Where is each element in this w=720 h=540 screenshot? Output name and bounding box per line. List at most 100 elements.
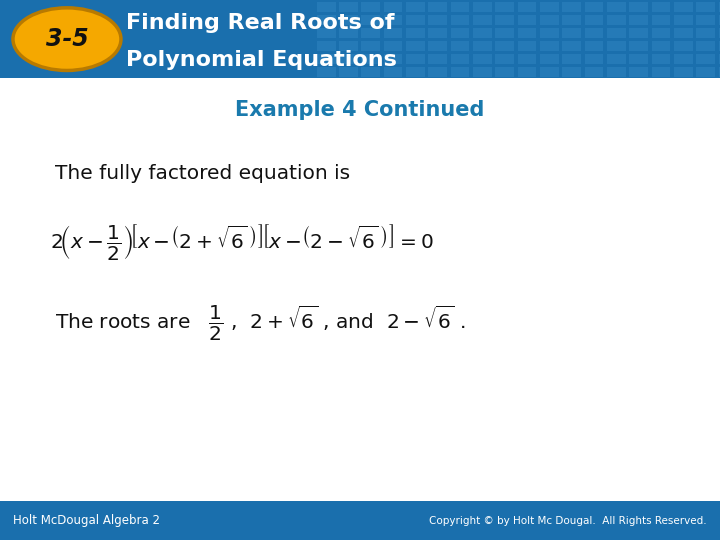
FancyBboxPatch shape <box>317 40 336 51</box>
FancyBboxPatch shape <box>518 40 536 51</box>
FancyBboxPatch shape <box>361 28 380 38</box>
Text: The roots are   $\dfrac{1}{2}$ ,  $2 + \sqrt{6}$ , and  $2 - \sqrt{6}$ .: The roots are $\dfrac{1}{2}$ , $2 + \sqr… <box>55 303 466 343</box>
FancyBboxPatch shape <box>562 28 581 38</box>
FancyBboxPatch shape <box>674 53 693 64</box>
FancyBboxPatch shape <box>339 40 358 51</box>
FancyBboxPatch shape <box>361 2 380 12</box>
FancyBboxPatch shape <box>0 0 720 78</box>
FancyBboxPatch shape <box>495 40 514 51</box>
FancyBboxPatch shape <box>495 15 514 25</box>
FancyBboxPatch shape <box>518 53 536 64</box>
FancyBboxPatch shape <box>473 2 492 12</box>
FancyBboxPatch shape <box>451 2 469 12</box>
FancyBboxPatch shape <box>473 15 492 25</box>
FancyBboxPatch shape <box>384 28 402 38</box>
FancyBboxPatch shape <box>317 66 336 77</box>
FancyBboxPatch shape <box>451 40 469 51</box>
Text: 3-5: 3-5 <box>45 27 89 51</box>
FancyBboxPatch shape <box>607 66 626 77</box>
FancyBboxPatch shape <box>607 53 626 64</box>
FancyBboxPatch shape <box>629 66 648 77</box>
FancyBboxPatch shape <box>451 28 469 38</box>
Text: Polynomial Equations: Polynomial Equations <box>126 50 397 70</box>
Ellipse shape <box>13 8 121 71</box>
FancyBboxPatch shape <box>451 15 469 25</box>
FancyBboxPatch shape <box>629 53 648 64</box>
FancyBboxPatch shape <box>339 28 358 38</box>
FancyBboxPatch shape <box>607 28 626 38</box>
FancyBboxPatch shape <box>317 15 336 25</box>
FancyBboxPatch shape <box>451 53 469 64</box>
FancyBboxPatch shape <box>652 40 670 51</box>
FancyBboxPatch shape <box>518 28 536 38</box>
FancyBboxPatch shape <box>696 28 715 38</box>
FancyBboxPatch shape <box>629 28 648 38</box>
FancyBboxPatch shape <box>674 2 693 12</box>
FancyBboxPatch shape <box>384 66 402 77</box>
FancyBboxPatch shape <box>495 28 514 38</box>
FancyBboxPatch shape <box>540 66 559 77</box>
FancyBboxPatch shape <box>607 40 626 51</box>
FancyBboxPatch shape <box>339 15 358 25</box>
FancyBboxPatch shape <box>406 2 425 12</box>
FancyBboxPatch shape <box>585 53 603 64</box>
FancyBboxPatch shape <box>473 40 492 51</box>
FancyBboxPatch shape <box>495 2 514 12</box>
FancyBboxPatch shape <box>652 66 670 77</box>
FancyBboxPatch shape <box>629 15 648 25</box>
FancyBboxPatch shape <box>518 15 536 25</box>
FancyBboxPatch shape <box>339 66 358 77</box>
FancyBboxPatch shape <box>674 15 693 25</box>
FancyBboxPatch shape <box>384 40 402 51</box>
FancyBboxPatch shape <box>384 15 402 25</box>
FancyBboxPatch shape <box>317 2 336 12</box>
FancyBboxPatch shape <box>451 66 469 77</box>
FancyBboxPatch shape <box>473 28 492 38</box>
FancyBboxPatch shape <box>406 40 425 51</box>
FancyBboxPatch shape <box>384 53 402 64</box>
FancyBboxPatch shape <box>607 15 626 25</box>
FancyBboxPatch shape <box>495 53 514 64</box>
Text: The fully factored equation is: The fully factored equation is <box>55 164 350 183</box>
FancyBboxPatch shape <box>339 53 358 64</box>
FancyBboxPatch shape <box>518 66 536 77</box>
FancyBboxPatch shape <box>652 2 670 12</box>
FancyBboxPatch shape <box>696 66 715 77</box>
FancyBboxPatch shape <box>406 66 425 77</box>
FancyBboxPatch shape <box>696 40 715 51</box>
FancyBboxPatch shape <box>428 53 447 64</box>
FancyBboxPatch shape <box>428 66 447 77</box>
FancyBboxPatch shape <box>361 40 380 51</box>
FancyBboxPatch shape <box>428 15 447 25</box>
FancyBboxPatch shape <box>607 2 626 12</box>
FancyBboxPatch shape <box>473 53 492 64</box>
FancyBboxPatch shape <box>629 2 648 12</box>
FancyBboxPatch shape <box>406 15 425 25</box>
Text: $2\!\left(x - \dfrac{1}{2}\right)\!\left[x - \!\left(2 + \sqrt{6}\,\right)\right: $2\!\left(x - \dfrac{1}{2}\right)\!\left… <box>50 223 433 264</box>
FancyBboxPatch shape <box>719 66 720 77</box>
FancyBboxPatch shape <box>473 66 492 77</box>
FancyBboxPatch shape <box>361 15 380 25</box>
FancyBboxPatch shape <box>495 66 514 77</box>
FancyBboxPatch shape <box>719 53 720 64</box>
FancyBboxPatch shape <box>562 66 581 77</box>
FancyBboxPatch shape <box>674 28 693 38</box>
FancyBboxPatch shape <box>562 53 581 64</box>
FancyBboxPatch shape <box>406 28 425 38</box>
FancyBboxPatch shape <box>540 28 559 38</box>
FancyBboxPatch shape <box>719 15 720 25</box>
FancyBboxPatch shape <box>562 15 581 25</box>
FancyBboxPatch shape <box>585 66 603 77</box>
FancyBboxPatch shape <box>652 28 670 38</box>
FancyBboxPatch shape <box>562 40 581 51</box>
FancyBboxPatch shape <box>674 66 693 77</box>
FancyBboxPatch shape <box>629 40 648 51</box>
Text: Copyright © by Holt Mc Dougal.  All Rights Reserved.: Copyright © by Holt Mc Dougal. All Right… <box>429 516 707 525</box>
FancyBboxPatch shape <box>339 2 358 12</box>
FancyBboxPatch shape <box>585 28 603 38</box>
FancyBboxPatch shape <box>317 53 336 64</box>
FancyBboxPatch shape <box>0 501 720 540</box>
FancyBboxPatch shape <box>540 15 559 25</box>
FancyBboxPatch shape <box>428 40 447 51</box>
FancyBboxPatch shape <box>696 53 715 64</box>
